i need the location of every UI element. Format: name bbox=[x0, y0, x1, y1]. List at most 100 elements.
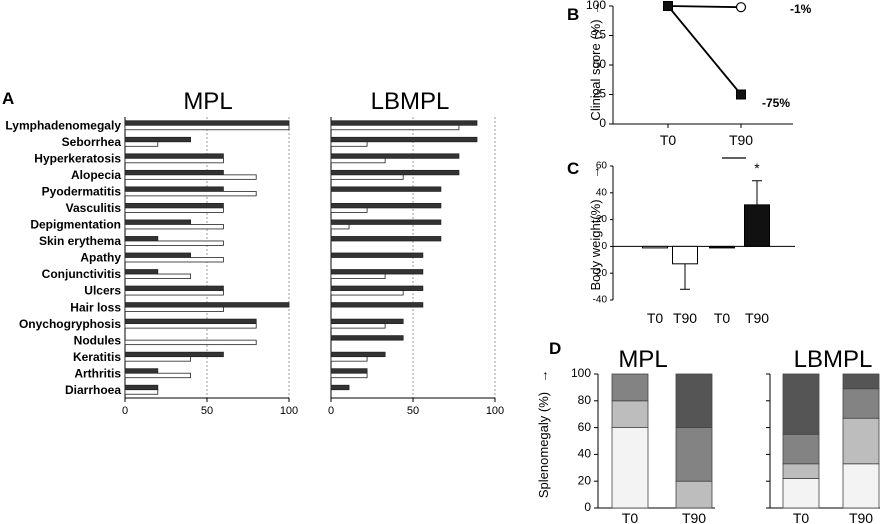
panel-label-c: C bbox=[567, 159, 579, 178]
y-tick-label: -40 bbox=[593, 295, 608, 306]
bar-t0-diarrhoea bbox=[124, 384, 159, 391]
panel-b-mpl-change: -1% bbox=[790, 2, 812, 16]
bar-t0-arthritis bbox=[124, 368, 159, 374]
category-label-pyodermatitis: Pyodermatitis bbox=[42, 185, 122, 199]
y-tick-label: 60 bbox=[578, 420, 592, 434]
bar-t90-keratitis bbox=[124, 356, 191, 362]
bar-t90-conjunctivitis bbox=[330, 273, 386, 279]
panel-d-ylabel: Splenomegaly (%) bbox=[536, 392, 551, 498]
bar-t90-hair-loss bbox=[124, 306, 224, 312]
panel-b-ylabel: Clinical score (%) bbox=[588, 19, 603, 120]
bar-t0-skin-erythema bbox=[330, 236, 442, 242]
bar-t90-alopecia bbox=[124, 174, 257, 180]
bar-t0-depigmentation bbox=[124, 219, 191, 225]
bar-t90-diarrhoea bbox=[124, 389, 159, 395]
bar-t90-arthritis bbox=[124, 372, 191, 379]
bar-t90-hyperkeratosis bbox=[330, 157, 386, 164]
stack-segment-2-t0 bbox=[782, 463, 820, 479]
stack-segment-3-t0 bbox=[782, 433, 820, 465]
bar-t90-onychogryphosis bbox=[124, 323, 257, 329]
category-label-conjunctivitis: Conjunctivitis bbox=[42, 267, 122, 281]
bar-t0-pyodermatitis bbox=[330, 186, 442, 192]
panel-label-b: B bbox=[567, 5, 579, 24]
category-label-hyperkeratosis: Hyperkeratosis bbox=[34, 151, 121, 165]
bar-t90-keratitis bbox=[330, 356, 368, 362]
stack-segment-1-t90 bbox=[842, 463, 880, 509]
panel-a-mpl-chart: 0 50 100 bbox=[122, 117, 298, 417]
y-tick-label: 50 bbox=[593, 57, 607, 71]
bar-t0-nodules bbox=[330, 335, 404, 341]
bar-4-t90 bbox=[744, 204, 770, 247]
y-tick-label: 0 bbox=[601, 241, 607, 252]
bar-t90-seborrhea bbox=[124, 141, 159, 147]
bar-t90-onychogryphosis bbox=[330, 323, 386, 329]
y-tick-label: 40 bbox=[578, 447, 592, 461]
panel-b-axis-arrow: → bbox=[587, 2, 602, 15]
panel-label-a: A bbox=[2, 89, 14, 108]
bar-t0-pyodermatitis bbox=[124, 186, 224, 192]
bar-t0-hair-loss bbox=[330, 302, 424, 308]
bar-t0-conjunctivitis bbox=[330, 269, 424, 275]
bar-t0-ulcers bbox=[330, 285, 424, 291]
y-tick-label: 100 bbox=[586, 0, 606, 12]
bar-t0-vasculitis bbox=[330, 203, 442, 209]
bar-t90-nodules bbox=[124, 339, 257, 346]
bar-t0-keratitis bbox=[124, 351, 224, 358]
bar-t0-vasculitis bbox=[124, 203, 224, 209]
bar-t0-hair-loss bbox=[124, 302, 290, 308]
x-tick-label-t90: T90 bbox=[849, 510, 873, 524]
panel-d-mpl-chart: 0 20 40 60 80 100 T0 T90 bbox=[571, 366, 715, 524]
category-label-vasculitis: Vasculitis bbox=[66, 201, 122, 215]
bar-t90-arthritis bbox=[330, 372, 368, 379]
bar-t0-apathy bbox=[330, 252, 424, 258]
panel-a-charts: 0 50 100 Lymphadenomegaly Seborrhea Hyperkera… bbox=[5, 117, 504, 417]
bar-1-t0 bbox=[642, 245, 668, 249]
bar-t0-hyperkeratosis bbox=[124, 153, 224, 159]
category-label-apathy: Apathy bbox=[80, 251, 121, 265]
panel-c-chart: -40 -20 0 20 40 60 T0 T90 T0 T90 bbox=[593, 157, 795, 326]
bar-2-t90 bbox=[672, 245, 698, 265]
category-label-diarrhoea: Diarrhoea bbox=[65, 383, 121, 397]
category-label-depigmentation: Depigmentation bbox=[30, 218, 121, 232]
stack-segment-3-t0 bbox=[611, 373, 649, 402]
bar-t0-ulcers bbox=[124, 285, 224, 291]
bar-t0-hyperkeratosis bbox=[330, 153, 460, 159]
y-tick-label: 20 bbox=[578, 473, 592, 487]
panel-b-lbmpl-change: -75% bbox=[762, 96, 790, 110]
x-tick-label-4: T90 bbox=[745, 310, 769, 326]
data-point-mpl bbox=[735, 2, 747, 13]
stack-segment-4-t90 bbox=[675, 373, 713, 428]
stack-segment-2-t90 bbox=[675, 480, 713, 509]
bar-t90-seborrhea bbox=[330, 141, 368, 147]
panel-d-chart: 0 20 40 60 80 100 T0 T90 T0 T90 bbox=[571, 366, 880, 524]
stack-segment-2-t90 bbox=[842, 417, 880, 465]
stack-segment-1-t0 bbox=[782, 478, 820, 509]
category-label-alopecia: Alopecia bbox=[71, 168, 121, 182]
x-tick-label: 100 bbox=[486, 405, 504, 417]
panel-d-axis-arrow: → bbox=[535, 370, 550, 383]
bar-t90-pyodermatitis bbox=[124, 190, 257, 197]
panel-a-mpl-title: MPL bbox=[183, 88, 232, 115]
bar-t0-skin-erythema bbox=[124, 236, 159, 242]
stack-segment-1-t0 bbox=[611, 427, 649, 509]
bar-t0-keratitis bbox=[330, 351, 386, 358]
category-label-lymphadenomegaly: Lymphadenomegaly bbox=[5, 118, 121, 132]
series-line-mpl bbox=[667, 5, 742, 9]
y-tick-label: 0 bbox=[599, 116, 606, 130]
category-label-onychogryphosis: Onychogryphosis bbox=[19, 317, 121, 331]
bar-t0-seborrhea bbox=[124, 136, 191, 143]
bar-t90-vasculitis bbox=[124, 207, 224, 213]
bar-t90-vasculitis bbox=[330, 207, 368, 213]
panel-d-lbmpl-title: LBMPL bbox=[794, 346, 873, 373]
y-tick-label: 100 bbox=[571, 366, 591, 380]
data-point-lbmpl bbox=[663, 1, 673, 11]
bar-t0-lymphadenomegaly bbox=[330, 120, 478, 126]
category-label-hair-loss: Hair loss bbox=[70, 300, 121, 314]
category-label-nodules: Nodules bbox=[74, 333, 122, 347]
bar-t90-lymphadenomegaly bbox=[330, 124, 460, 131]
stack-segment-2-t0 bbox=[611, 400, 649, 428]
bar-t0-lymphadenomegaly bbox=[124, 120, 290, 126]
panel-c-ylabel: Body weight(%) bbox=[588, 199, 603, 290]
bar-t0-onychogryphosis bbox=[330, 318, 404, 325]
x-tick-label-t0: T0 bbox=[660, 132, 677, 148]
